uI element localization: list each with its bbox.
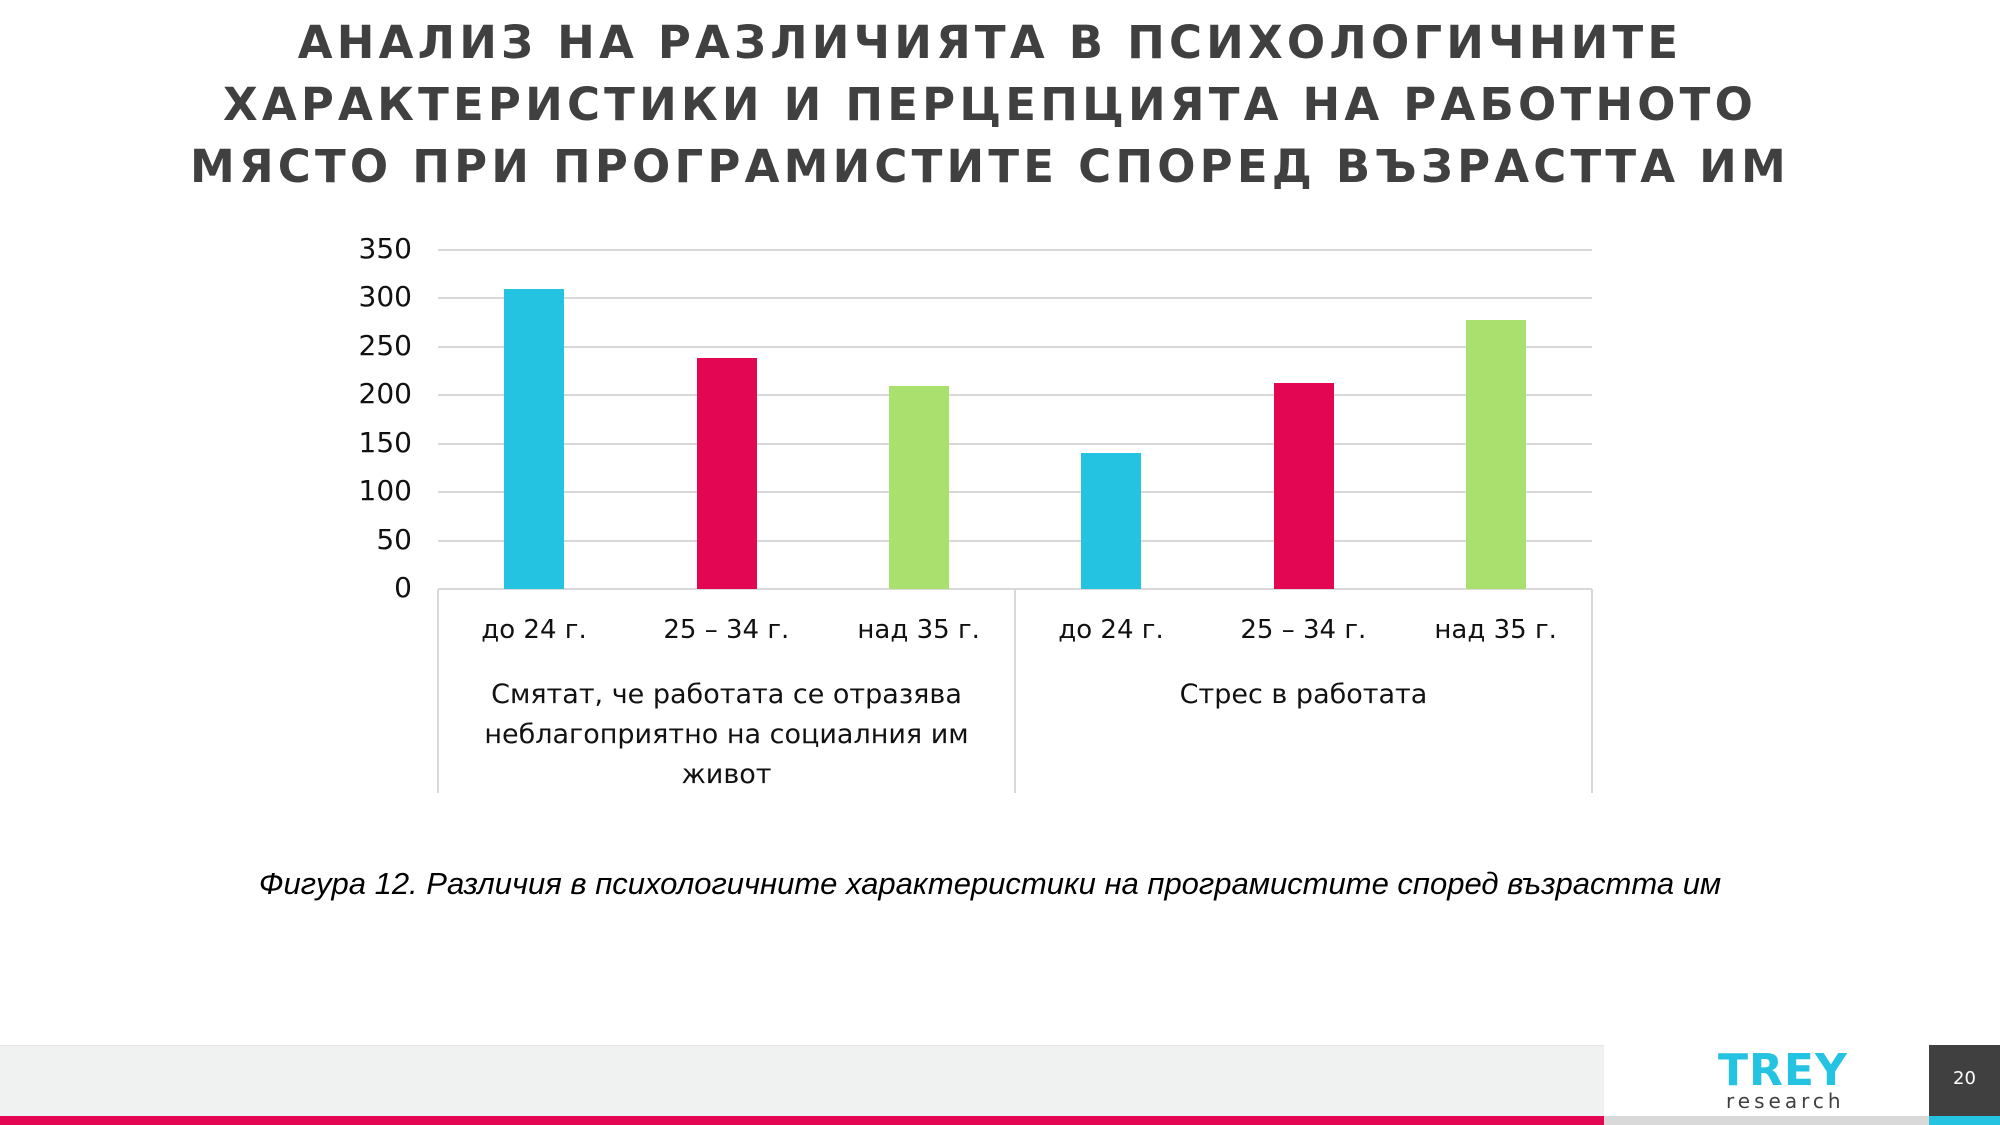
y-axis-tick-label: 150	[358, 425, 412, 459]
category-divider	[1591, 589, 1593, 793]
bar-1-1	[504, 288, 565, 589]
x-category-label: над 35 г.	[857, 615, 980, 645]
group-label-line: неблагоприятно на социалния им	[484, 719, 969, 750]
logo-panel	[1604, 1045, 1929, 1116]
y-axis-tick-label: 300	[358, 280, 412, 314]
slide-title: АНАЛИЗ НА РАЗЛИЧИЯТА В ПСИХОЛОГИЧНИТЕ ХА…	[0, 12, 1980, 198]
group-label-line: Стрес в работата	[1179, 679, 1428, 710]
x-category-label: до 24 г.	[1058, 615, 1164, 645]
footer-bar	[0, 1045, 1604, 1117]
page-underbar	[1929, 1116, 2000, 1125]
gridline	[438, 442, 1592, 445]
group-label: Смятат, че работата се отразява неблагопр…	[447, 675, 1007, 795]
y-axis-tick-label: 250	[358, 328, 412, 362]
y-axis-tick-label: 100	[358, 474, 412, 508]
x-category-label: 25 – 34 г.	[663, 615, 790, 645]
logo-underbar	[1604, 1116, 1929, 1125]
y-axis-tick-label: 0	[394, 571, 412, 604]
bar-1-3	[888, 385, 949, 589]
figure-caption: Фигура 12. Различия в психологичните хар…	[258, 866, 1722, 901]
title-line-3: МЯСТО ПРИ ПРОГРАМИСТИТЕ СПОРЕД ВЪЗРАСТТА…	[189, 140, 1791, 193]
group-label-line: Смятат, че работата се отразява	[491, 679, 962, 710]
bar-chart: 0 50 100 150 200 250 300 350 до 24 г. 25 – 34 г. н…	[358, 232, 1593, 795]
page-number-box	[1929, 1045, 2000, 1116]
x-category-label: до 24 г.	[481, 615, 587, 645]
x-category-label: 25 – 34 г.	[1240, 615, 1367, 645]
bar-1-2	[696, 357, 757, 589]
category-divider	[437, 589, 439, 793]
y-axis-tick-label: 200	[358, 377, 412, 411]
bar-2-2	[1273, 382, 1334, 589]
page-number: 20	[1953, 1068, 1976, 1089]
title-line-2: ХАРАКТЕРИСТИКИ И ПЕРЦЕПЦИЯТА НА РАБОТНОТ…	[222, 78, 1758, 131]
gridline	[438, 249, 1592, 251]
gridline	[438, 539, 1592, 542]
trey-logo-wordmark: TREY	[1718, 1045, 1848, 1096]
footer-accent-stripe	[0, 1116, 1604, 1125]
gridline	[438, 297, 1592, 300]
gridline	[438, 394, 1592, 397]
title-line-1: АНАЛИЗ НА РАЗЛИЧИЯТА В ПСИХОЛОГИЧНИТЕ	[297, 16, 1683, 69]
gridline	[438, 345, 1592, 348]
x-category-label: над 35 г.	[1434, 615, 1557, 645]
y-axis-tick-label: 50	[376, 522, 412, 556]
group-label: Стрес в работата	[1024, 675, 1584, 715]
trey-logo-subtitle: research	[1726, 1089, 1845, 1113]
gridline	[438, 491, 1592, 494]
y-axis-tick-label: 350	[358, 232, 412, 265]
group-label-line: живот	[681, 759, 772, 790]
category-divider	[1014, 589, 1016, 793]
bar-2-3	[1465, 319, 1526, 589]
bar-2-1	[1081, 453, 1142, 589]
